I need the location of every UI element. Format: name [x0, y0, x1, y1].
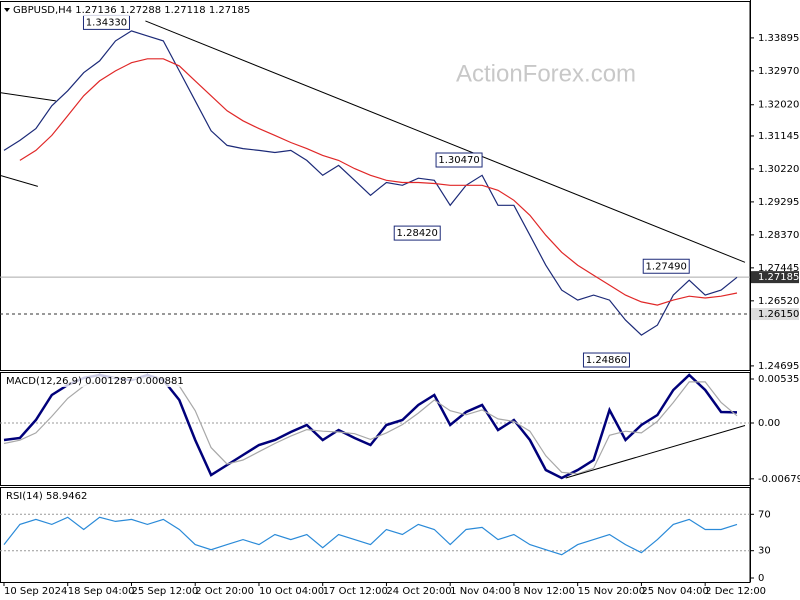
annotation-label: 1.34330: [86, 17, 127, 28]
annotation-label: 1.30470: [438, 155, 479, 166]
y-tick-label: 1.28370: [758, 230, 799, 241]
watermark: ActionForex.com: [456, 60, 636, 87]
title-bg: [2, 374, 190, 387]
title-icon: [4, 8, 10, 12]
annotation-box: [642, 258, 690, 274]
trend-line: [0, 174, 38, 187]
y-tick-label: 1.31145: [758, 131, 799, 142]
price-label-box: [751, 271, 799, 284]
series-line: [19, 58, 738, 306]
panel-title: GBPUSD,H4 1.27136 1.27288 1.27118 1.2718…: [13, 5, 250, 16]
y-tick-label: 1.32970: [758, 66, 799, 77]
y-tick-label: 1.24695: [758, 361, 799, 372]
panel-title: RSI(14) 58.9462: [6, 491, 87, 502]
y-tick-label: 0.00: [758, 418, 780, 429]
trend-line: [145, 20, 746, 263]
x-tick-label: 24 Oct 20:00: [386, 586, 451, 597]
x-tick-label: 17 Oct 12:00: [323, 586, 388, 597]
trend-line: [0, 92, 56, 102]
x-tick-label: 1 Nov 04:00: [450, 586, 511, 597]
x-tick-label: 2 Dec 12:00: [705, 586, 766, 597]
annotation-box: [393, 225, 441, 241]
x-tick-label: 18 Sep 04:00: [68, 586, 135, 597]
y-tick-label: 30: [758, 546, 771, 557]
x-tick-label: 10 Oct 04:00: [259, 586, 324, 597]
annotation-label: 1.28420: [397, 228, 438, 239]
price-label: 1.27185: [758, 272, 799, 283]
price-label: 1.26150: [758, 309, 799, 320]
x-tick-label: 25 Nov 04:00: [641, 586, 708, 597]
y-tick-label: 1.27445: [758, 263, 799, 274]
y-tick-label: 1.33895: [758, 33, 799, 44]
y-tick-label: 1.29295: [758, 197, 799, 208]
price-label-box: [751, 308, 799, 321]
y-tick-label: 0: [758, 573, 764, 584]
annotation-box: [435, 152, 483, 168]
annotation-label: 1.27490: [646, 261, 687, 272]
annotation-box: [582, 352, 630, 368]
panel-title: MACD(12,26,9) 0.001287 0.000881: [6, 376, 184, 387]
x-tick-label: 2 Oct 20:00: [195, 586, 254, 597]
x-tick-label: 8 Nov 12:00: [514, 586, 575, 597]
trend-line: [565, 424, 746, 479]
y-tick-label: 70: [758, 509, 771, 520]
x-tick-label: 25 Sep 12:00: [131, 586, 198, 597]
series-line: [3, 30, 738, 336]
x-tick-label: 15 Nov 20:00: [578, 586, 645, 597]
title-bg: [2, 3, 246, 16]
y-tick-label: 1.32020: [758, 100, 799, 111]
annotation-label: 1.24860: [586, 355, 627, 366]
title-bg: [2, 489, 100, 502]
y-tick-label: -0.006798: [758, 474, 800, 485]
y-tick-label: 0.005359: [758, 374, 800, 385]
series-line: [3, 516, 738, 556]
y-tick-label: 1.30220: [758, 164, 799, 175]
x-tick-label: 10 Sep 2024: [4, 586, 67, 597]
y-tick-label: 1.26520: [758, 296, 799, 307]
